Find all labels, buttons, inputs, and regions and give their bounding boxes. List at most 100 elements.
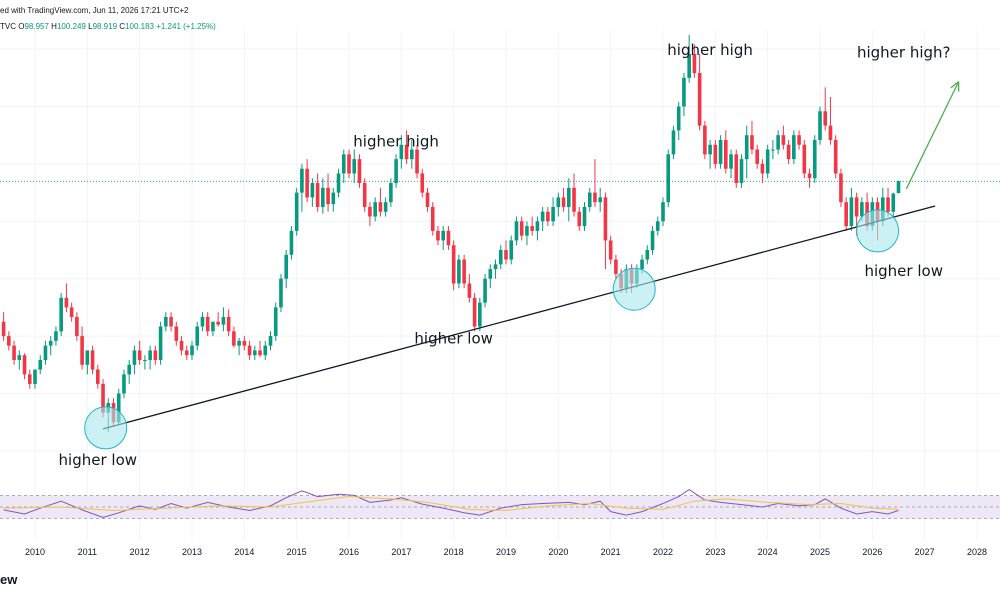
candle-down (153, 350, 158, 360)
candle-down (242, 340, 247, 346)
trendline[interactable] (102, 205, 936, 430)
candle-up (263, 345, 268, 356)
candle-down (326, 187, 330, 205)
annotation-label: higher low (414, 330, 492, 348)
candle-down (828, 125, 833, 140)
candle-down (886, 197, 890, 212)
candle-down (315, 183, 320, 207)
candle-down (608, 240, 613, 260)
open-value: 98.957 (24, 22, 49, 31)
candle-down (404, 144, 409, 160)
candle-down (80, 336, 84, 365)
candle-up (682, 77, 686, 107)
candle-down (823, 111, 828, 126)
candle-up (881, 197, 885, 222)
candle-up (164, 316, 168, 327)
brand-logo-text: ew (0, 572, 18, 587)
candle-down (137, 350, 142, 360)
candle-down (347, 154, 351, 174)
candlestick-series[interactable] (1, 34, 901, 432)
candle-down (734, 154, 739, 184)
candle-down (797, 135, 801, 145)
candle-down (546, 211, 550, 222)
candle-up (666, 154, 671, 203)
x-axis-label: 2021 (601, 547, 621, 557)
candle-up (310, 183, 315, 198)
candle-up (143, 360, 147, 361)
low-label: L (88, 22, 93, 31)
candle-down (724, 140, 728, 169)
candle-down (697, 73, 702, 126)
candle-up (771, 149, 775, 151)
candle-up (85, 350, 90, 365)
candle-up (812, 140, 817, 179)
candle-down (247, 345, 252, 356)
rsi-line (3, 488, 899, 518)
change-value: +1.241 (+1.25%) (156, 22, 216, 31)
candle-down (64, 297, 69, 308)
candle-down (614, 259, 618, 274)
close-label: C (119, 22, 126, 31)
candle-up (383, 202, 388, 212)
candle-down (750, 135, 754, 150)
candle-up (341, 154, 346, 174)
candle-up (200, 316, 205, 327)
candle-down (305, 168, 309, 198)
candle-up (514, 221, 519, 241)
annotations: higher low higher low higher high higher hi… (59, 41, 951, 469)
candle-down (216, 321, 220, 325)
candle-down (451, 245, 456, 284)
annotation-label: higher high (667, 41, 753, 59)
candle-down (179, 340, 184, 351)
candle-up (792, 135, 796, 160)
x-axis-label: 2017 (391, 547, 411, 557)
candle-down (692, 53, 697, 74)
candle-up (587, 192, 592, 207)
candle-up (190, 345, 194, 356)
candle-up (860, 202, 864, 217)
candle-up (221, 316, 226, 325)
candle-up (399, 144, 404, 160)
x-axis-label: 2027 (915, 547, 935, 557)
rsi-panel (0, 488, 1000, 519)
candle-up (59, 297, 63, 332)
candle-down (472, 297, 477, 327)
candle-down (258, 350, 262, 356)
candle-down (577, 211, 582, 227)
x-axis-label: 2016 (339, 547, 359, 557)
candle-up (321, 187, 325, 207)
candle-down (530, 226, 534, 231)
candle-up (567, 187, 571, 207)
candle-up (655, 221, 660, 231)
candle-up (849, 197, 854, 227)
candle-up (535, 221, 540, 231)
candle-up (687, 53, 691, 78)
close-value: 100.183 (125, 22, 154, 31)
candle-up (273, 307, 278, 337)
candle-down (184, 350, 189, 356)
x-axis-label: 2022 (653, 547, 673, 557)
annotation-label: higher high? (857, 44, 951, 62)
candle-down (362, 183, 367, 207)
x-axis-label: 2010 (25, 547, 45, 557)
candle-down (781, 135, 786, 145)
candle-down (462, 259, 466, 284)
projection-arrow[interactable] (905, 81, 960, 190)
candle-up (718, 140, 723, 164)
candle-up (739, 159, 744, 184)
candle-up (373, 202, 377, 217)
candle-down (467, 283, 472, 298)
candle-up (640, 259, 644, 270)
annotation-label: higher high (353, 133, 439, 151)
candle-down (75, 316, 79, 337)
candle-down (603, 197, 608, 241)
candle-up (289, 230, 294, 255)
candle-down (174, 326, 179, 341)
x-axis-label: 2013 (182, 547, 202, 557)
candle-up (708, 144, 712, 155)
candle-down (844, 202, 848, 227)
candle-up (551, 206, 555, 222)
candle-down (27, 374, 32, 384)
candle-up (671, 130, 676, 155)
